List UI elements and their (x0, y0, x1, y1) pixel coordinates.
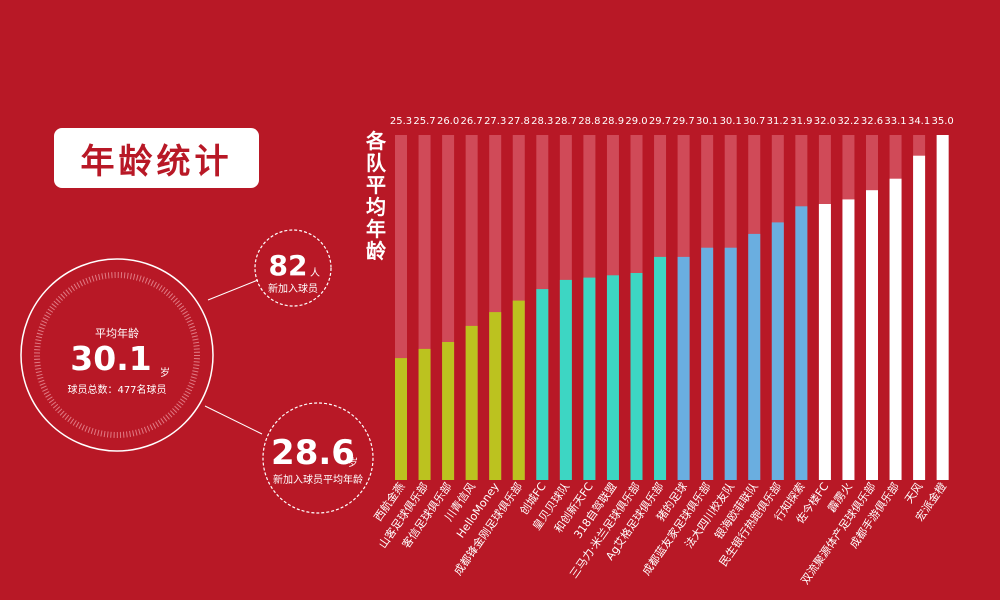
value-label: 28.3 (531, 116, 553, 127)
bar (395, 358, 407, 480)
value-label: 32.6 (861, 116, 883, 127)
bar-tracks (395, 135, 949, 480)
new-players-label: 新加入球员 (268, 282, 318, 295)
bar (936, 135, 949, 480)
value-label: 32.2 (837, 116, 859, 127)
value-label: 33.1 (884, 116, 906, 127)
main-stat-ring-ticks (34, 272, 200, 438)
value-label: 28.7 (555, 116, 577, 127)
value-label: 29.7 (672, 116, 694, 127)
main-stat-value: 30.1 (70, 339, 151, 378)
bars (395, 135, 949, 481)
value-label: 28.9 (602, 116, 624, 127)
main-stat-total: 球员总数：477名球员 (67, 383, 166, 396)
new-avg-age-ring (262, 402, 374, 514)
y-axis-label: 各队平均年龄 (365, 129, 387, 263)
value-label: 34.1 (908, 116, 930, 127)
title-box: 年龄统计 (54, 128, 259, 188)
value-label: 27.8 (508, 116, 530, 127)
main-stat-unit: 岁 (160, 366, 170, 379)
new-players-value: 82 (269, 249, 308, 282)
bar (583, 277, 596, 480)
bar (771, 222, 784, 480)
value-label: 30.1 (696, 116, 718, 127)
value-label: 29.0 (625, 116, 647, 127)
value-label: 26.7 (461, 116, 483, 127)
value-label: 32.0 (814, 116, 836, 127)
bar (677, 256, 690, 480)
bar (654, 256, 667, 480)
new-players-ring (254, 229, 332, 307)
bar (818, 204, 831, 480)
bar (866, 190, 878, 480)
value-label: 31.2 (767, 116, 789, 127)
bar (701, 247, 714, 480)
value-label: 25.3 (390, 116, 412, 127)
stats-panel: 平均年龄 30.1 岁 球员总数：477名球员 82 人 新加入球员 28.6 … (20, 229, 374, 514)
bar (559, 279, 572, 480)
main-stat-label: 平均年龄 (95, 326, 139, 340)
bar (889, 178, 902, 480)
connector-line-bottom (204, 405, 263, 435)
bar (465, 325, 478, 480)
connector-line-top (207, 279, 259, 301)
bar (418, 348, 431, 480)
new-avg-age-value: 28.6 (271, 433, 355, 473)
value-label: 30.1 (720, 116, 742, 127)
bar (795, 206, 808, 481)
bar (489, 312, 502, 480)
value-label: 29.7 (649, 116, 671, 127)
category-label: 天风 (902, 480, 925, 505)
bar (630, 273, 643, 480)
page-title: 年龄统计 (80, 141, 233, 182)
bar (512, 300, 525, 480)
value-label: 35.0 (932, 116, 954, 127)
new-players-unit: 人 (310, 267, 320, 279)
bar (442, 342, 455, 480)
value-label: 26.0 (437, 116, 459, 127)
bar (606, 275, 619, 480)
bar (748, 233, 761, 480)
value-label: 27.3 (484, 116, 506, 127)
value-label: 31.9 (790, 116, 812, 127)
category-labels: 西航金燕山客足球俱乐部客信足球俱乐部川青信风HelloMoney成都锋金刚足球俱… (371, 479, 949, 586)
bar (913, 155, 926, 480)
bar (842, 199, 855, 480)
main-stat-ring-outer (20, 258, 214, 452)
value-label: 30.7 (743, 116, 765, 127)
y-axis-label-text: 各队平均年龄 (365, 129, 387, 263)
value-label: 25.7 (413, 116, 435, 127)
bar (536, 289, 549, 480)
value-labels: 25.3 25.7 26.0 26.7 27.3 27.8 28.3 28.7 28.8 28.9… (390, 116, 954, 127)
bar (724, 247, 737, 480)
value-label: 28.8 (578, 116, 600, 127)
new-avg-age-label: 新加入球员平均年龄 (273, 473, 363, 486)
new-avg-age-unit: 岁 (348, 456, 358, 469)
